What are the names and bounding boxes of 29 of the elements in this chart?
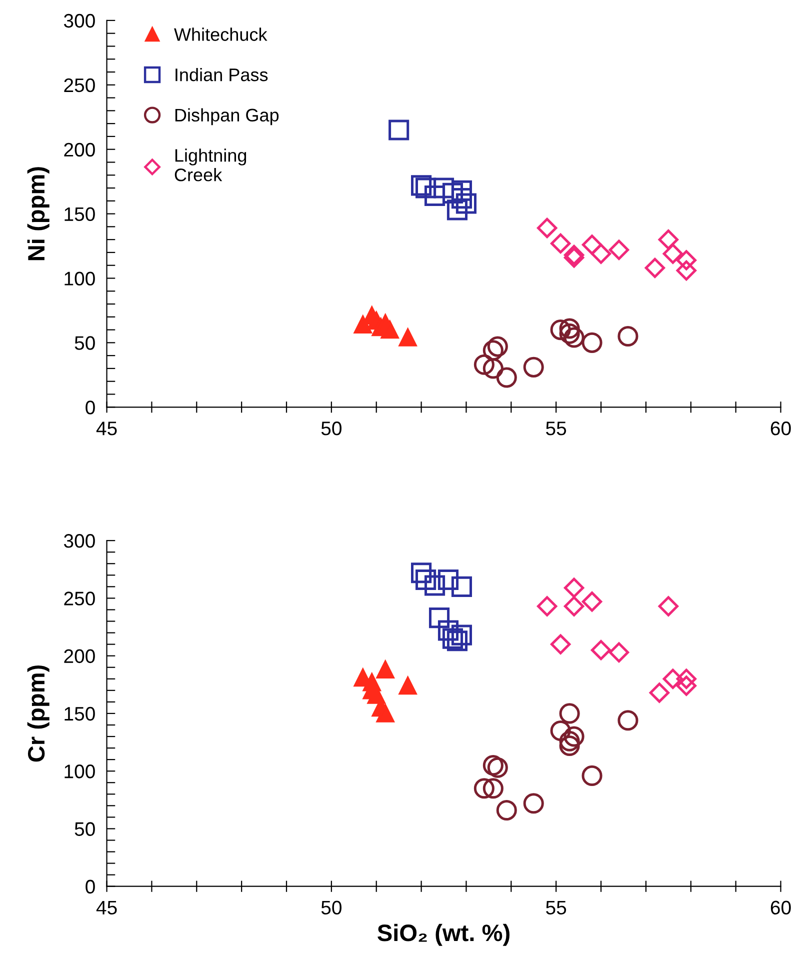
x-tick-label: 50 xyxy=(321,422,342,436)
y-tick-label: 200 xyxy=(64,142,95,157)
y-tick-label: 250 xyxy=(64,78,95,92)
y-tick-label: 250 xyxy=(64,592,95,606)
x-tick-label: 50 xyxy=(321,900,342,915)
y-tick-label: 100 xyxy=(64,272,95,286)
y-axis-title: Cr (ppm) xyxy=(27,665,50,762)
y-tick-label: 200 xyxy=(64,649,95,664)
y-tick-label: 50 xyxy=(74,336,95,350)
x-tick-label: 45 xyxy=(96,422,117,436)
legend-label: Indian Pass xyxy=(176,68,268,82)
y-tick-label: 150 xyxy=(64,207,95,222)
x-tick-label: 45 xyxy=(96,900,117,915)
legend-label: Whitechuck xyxy=(174,28,268,41)
y-tick-label: 0 xyxy=(86,400,95,414)
y-tick-label: 300 xyxy=(64,534,95,548)
legend-label: Lightning Creek xyxy=(174,148,246,182)
x-tick-label: 55 xyxy=(546,422,566,436)
legend-label: Dishpan Gap xyxy=(175,108,279,126)
y-tick-label: 300 xyxy=(64,14,95,28)
y-tick-label: 150 xyxy=(64,706,95,721)
y-axis-title: Ni (ppm) xyxy=(27,167,50,260)
x-tick-label: 55 xyxy=(546,900,566,915)
x-axis-title: SiO₂ (wt. %) xyxy=(378,924,510,946)
y-tick-label: 0 xyxy=(86,880,95,894)
x-tick-label: 60 xyxy=(770,422,791,436)
y-tick-label: 100 xyxy=(64,764,95,778)
x-tick-label: 60 xyxy=(770,900,791,915)
y-tick-label: 50 xyxy=(74,822,95,836)
